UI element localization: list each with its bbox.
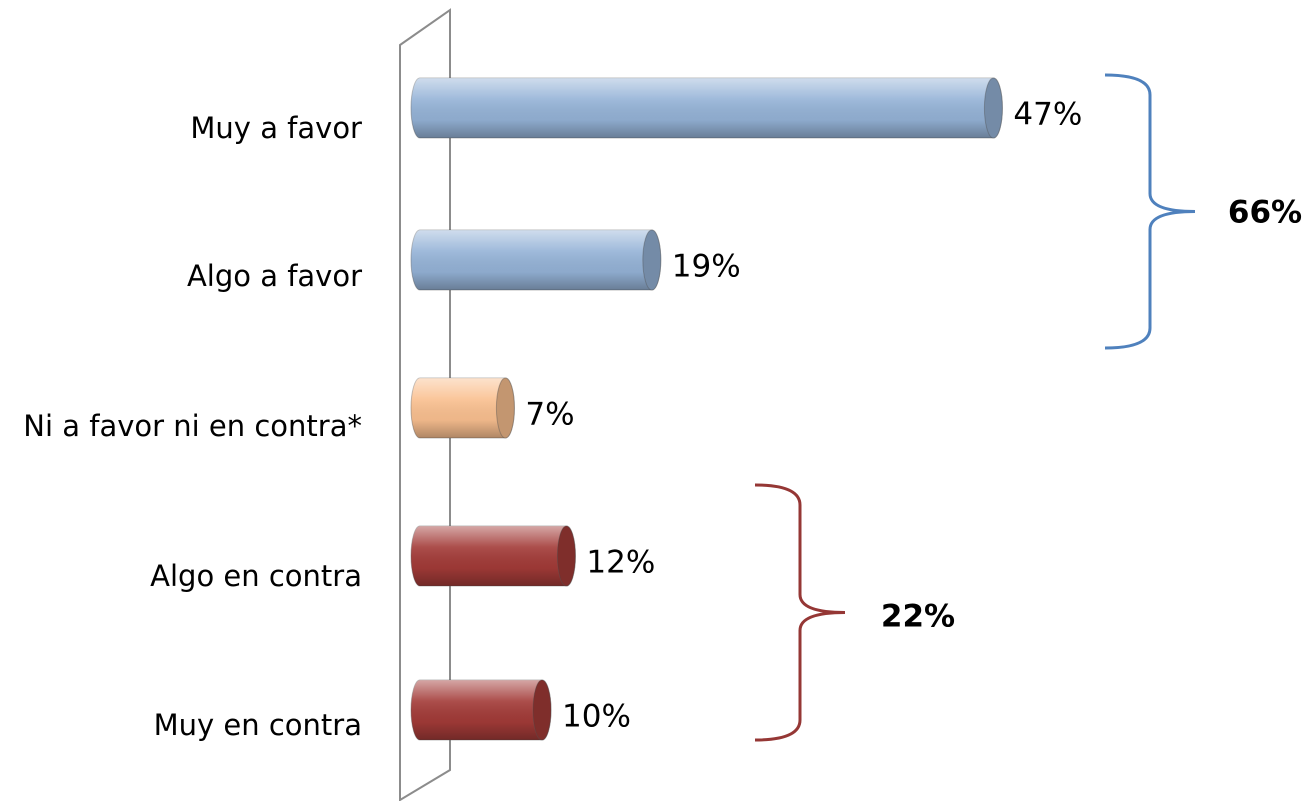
value-label: 19% — [672, 249, 741, 285]
bar-cap-shading — [533, 680, 551, 740]
bar-cap — [642, 229, 662, 291]
value-label: 7% — [525, 397, 574, 433]
category-label: Algo en contra — [150, 559, 362, 593]
value-label: 47% — [1013, 97, 1082, 133]
bracket — [754, 483, 846, 742]
bar-shading — [411, 680, 551, 740]
value-label: 12% — [586, 545, 655, 581]
bar-cap-shading — [557, 526, 576, 586]
category-label: Muy en contra — [154, 708, 362, 742]
bar-cap-shading — [984, 78, 1003, 138]
category-label: Ni a favor ni en contra* — [23, 409, 362, 443]
bar-shading — [411, 230, 661, 290]
bar-cap — [495, 377, 515, 439]
bar-cap-shading — [496, 378, 515, 438]
bar-shading — [411, 526, 576, 586]
bracket — [1104, 73, 1196, 350]
bar-cap — [532, 679, 552, 741]
bar-cap — [983, 77, 1003, 139]
category-label: Muy a favor — [190, 111, 362, 145]
bracket-label: 66% — [1228, 195, 1302, 231]
bar-shading — [411, 378, 515, 438]
category-label: Algo a favor — [187, 259, 362, 293]
bar-cap — [556, 525, 576, 587]
bar-cap-shading — [642, 230, 661, 290]
bracket-label: 22% — [881, 599, 955, 635]
value-label: 10% — [562, 699, 631, 735]
bar-shading — [411, 78, 1003, 138]
